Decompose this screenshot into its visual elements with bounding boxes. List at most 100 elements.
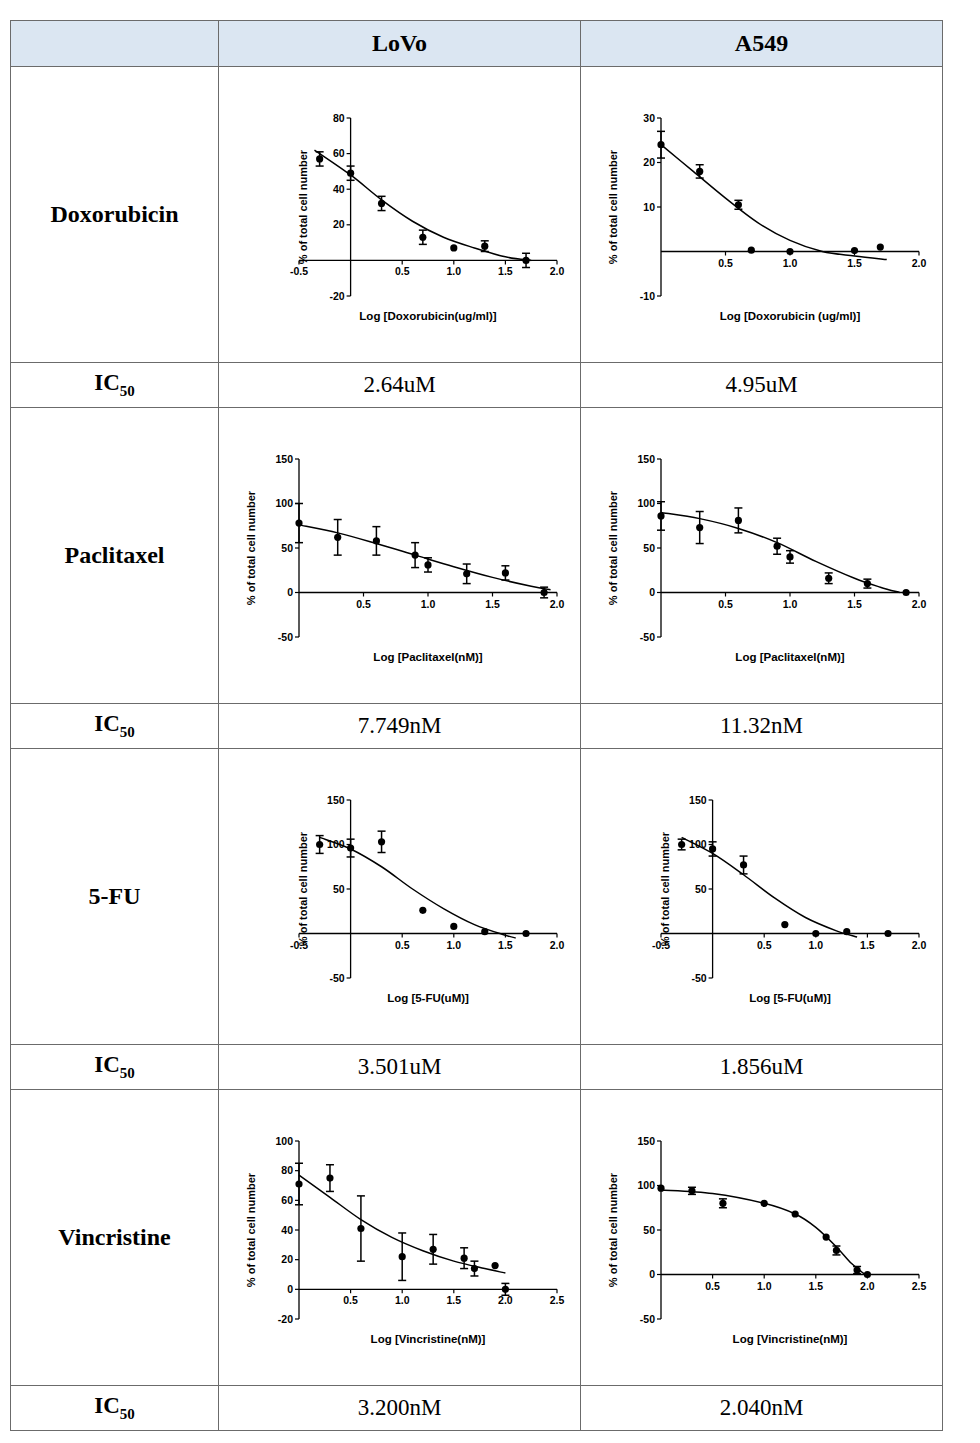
y-tick xyxy=(347,799,351,800)
x-tick xyxy=(556,260,557,264)
error-bar xyxy=(334,519,342,555)
y-tick-label: 50 xyxy=(281,541,293,553)
y-axis-title: % of total cell number xyxy=(297,149,309,264)
y-tick xyxy=(347,188,351,189)
drug-name: Doxorubicin xyxy=(11,67,219,363)
error-cap xyxy=(863,578,871,580)
error-bar xyxy=(773,538,781,554)
y-tick-label: -50 xyxy=(640,630,655,642)
data-point xyxy=(430,1245,437,1252)
x-tick-label: 1.5 xyxy=(485,597,500,609)
error-cap xyxy=(295,541,303,543)
plot-data xyxy=(295,503,551,597)
y-tick-label: 150 xyxy=(275,452,293,464)
y-tick-label: -50 xyxy=(640,1312,655,1324)
y-tick xyxy=(657,1229,661,1230)
error-bar xyxy=(501,565,509,579)
error-cap xyxy=(696,510,704,512)
y-axis-title: % of total cell number xyxy=(245,490,257,605)
ic50-value: 2.64uM xyxy=(219,363,581,408)
fit-curve xyxy=(320,837,516,938)
error-cap xyxy=(832,1254,840,1256)
y-tick xyxy=(657,458,661,459)
y-tick xyxy=(657,591,661,592)
data-point xyxy=(502,569,509,576)
error-cap xyxy=(334,554,342,556)
data-point xyxy=(877,243,884,250)
error-cap xyxy=(678,849,686,851)
fit-curve xyxy=(661,512,900,592)
x-tick xyxy=(492,592,493,596)
root: LoVoA549Doxorubicin-0.50.51.01.52.0-2020… xyxy=(10,20,943,1431)
error-bar xyxy=(429,1234,437,1264)
x-tick-label: 0.5 xyxy=(356,597,371,609)
y-tick-label: 20 xyxy=(333,218,345,230)
dose-response-chart: -0.50.51.01.52.0-5050100150Log [5-FU(uM)… xyxy=(581,750,941,1044)
y-tick xyxy=(295,1259,299,1260)
y-tick xyxy=(295,1229,299,1230)
ic50-value: 7.749nM xyxy=(219,704,581,749)
error-cap xyxy=(540,597,548,599)
error-cap xyxy=(696,542,704,544)
x-tick-label: 0.5 xyxy=(395,265,410,277)
ic50-label-sub: 50 xyxy=(120,1065,135,1081)
y-tick xyxy=(347,295,351,296)
chart-cell: 0.51.01.52.02.5-20020406080100Log [Vincr… xyxy=(219,1090,581,1386)
error-cap xyxy=(347,856,355,858)
ic50-label-sub: 50 xyxy=(120,1406,135,1422)
chart-cell: 0.51.01.52.0-10102030Log [Doxorubicin (u… xyxy=(581,67,943,363)
fit-curve xyxy=(299,524,551,589)
error-cap xyxy=(347,838,355,840)
y-tick xyxy=(657,1273,661,1274)
data-point xyxy=(696,523,703,530)
y-tick xyxy=(657,206,661,207)
error-cap xyxy=(709,841,717,843)
data-point xyxy=(326,1174,333,1181)
fit-curve xyxy=(314,150,531,260)
error-cap xyxy=(378,851,386,853)
data-point xyxy=(481,242,488,249)
y-tick-label: 80 xyxy=(333,111,345,123)
x-axis xyxy=(299,259,557,260)
error-cap xyxy=(295,1162,303,1164)
error-cap xyxy=(347,165,355,167)
y-tick-label: -20 xyxy=(278,1312,293,1324)
ic50-value: 4.95uM xyxy=(581,363,943,408)
drug-name: Paclitaxel xyxy=(11,408,219,704)
error-cap xyxy=(501,565,509,567)
y-tick-label: 50 xyxy=(643,1223,655,1235)
chart-cell: 0.51.01.52.0-50050100150Log [Paclitaxel(… xyxy=(219,408,581,704)
error-bar xyxy=(786,550,794,562)
ic50-value: 11.32nM xyxy=(581,704,943,749)
x-axis xyxy=(299,932,557,933)
x-tick-label: 0.5 xyxy=(718,597,733,609)
error-cap xyxy=(481,240,489,242)
error-bar xyxy=(295,1163,303,1205)
x-tick xyxy=(453,260,454,264)
x-tick xyxy=(764,933,765,937)
ic50-label-cell: IC50 xyxy=(11,1045,219,1090)
x-tick-label: 1.5 xyxy=(808,1279,823,1291)
error-cap xyxy=(696,163,704,165)
error-bar xyxy=(419,230,427,244)
x-tick xyxy=(918,592,919,596)
x-tick xyxy=(918,933,919,937)
x-tick-label: 2.0 xyxy=(912,938,927,950)
error-cap xyxy=(316,165,324,167)
y-tick-label: 20 xyxy=(643,156,655,168)
y-tick xyxy=(295,636,299,637)
ic50-label-cell: IC50 xyxy=(11,363,219,408)
dose-response-chart: 0.51.01.52.0-50050100150Log [Paclitaxel(… xyxy=(219,409,579,703)
x-tick-label: 1.5 xyxy=(847,597,862,609)
error-bar xyxy=(326,1164,334,1191)
chart-row: Paclitaxel0.51.01.52.0-50050100150Log [P… xyxy=(11,408,943,704)
x-tick xyxy=(453,933,454,937)
data-point xyxy=(316,155,323,162)
error-cap xyxy=(470,1275,478,1277)
chart-row: Doxorubicin-0.50.51.01.52.0-2020406080Lo… xyxy=(11,67,943,363)
error-cap xyxy=(522,266,530,268)
y-tick-label: 20 xyxy=(281,1253,293,1265)
x-axis-title: Log [5-FU(uM)] xyxy=(387,992,469,1004)
data-point xyxy=(884,929,891,936)
y-tick xyxy=(657,161,661,162)
